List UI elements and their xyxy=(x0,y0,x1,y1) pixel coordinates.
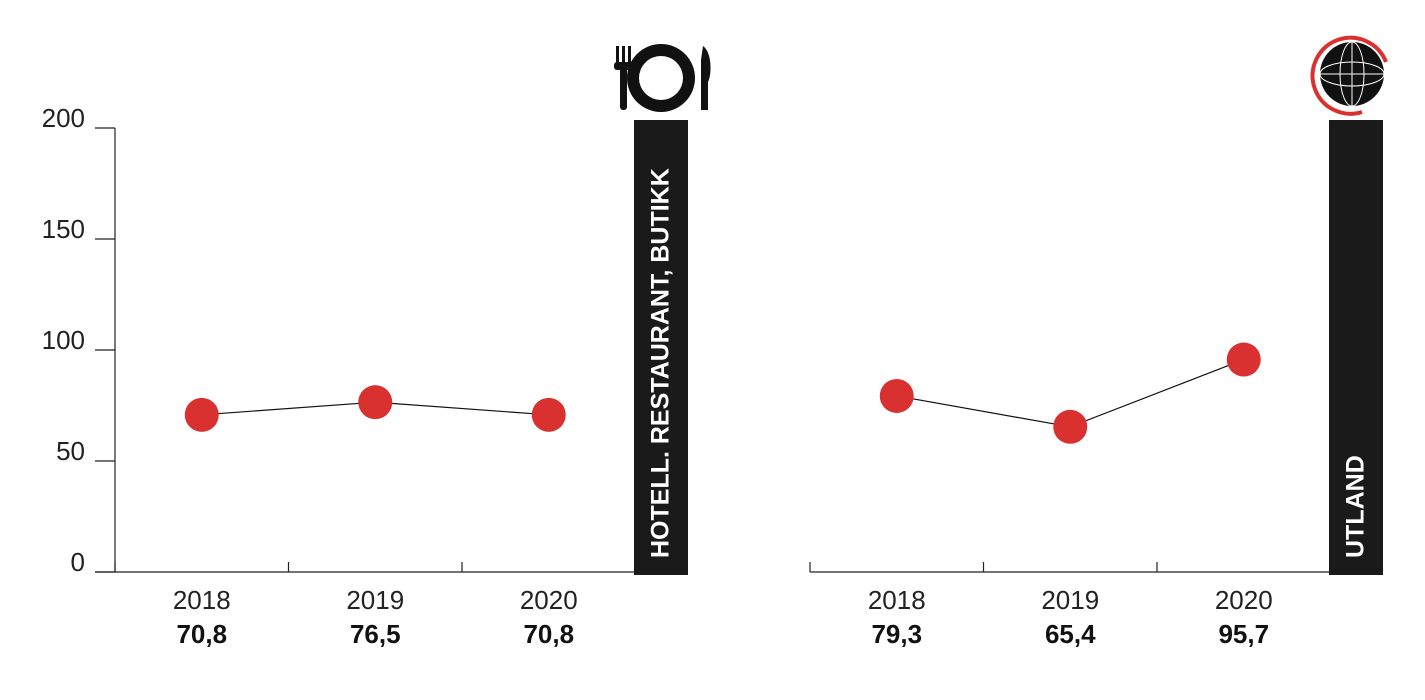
y-tick-label: 200 xyxy=(42,103,85,133)
point xyxy=(879,378,914,413)
value-label: 65,4 xyxy=(1045,619,1096,649)
x-tick-label: 2020 xyxy=(520,585,578,615)
y-tick-label: 0 xyxy=(71,547,85,577)
y-tick-label: 100 xyxy=(42,325,85,355)
value-label: 70,8 xyxy=(523,619,574,649)
point xyxy=(358,385,393,420)
panel-title: UTLAND xyxy=(1342,455,1370,558)
point xyxy=(184,397,219,432)
value-label: 95,7 xyxy=(1218,619,1269,649)
value-label: 76,5 xyxy=(350,619,401,649)
x-tick-label: 2019 xyxy=(1041,585,1099,615)
x-tick-label: 2019 xyxy=(346,585,404,615)
point xyxy=(1226,342,1261,377)
point xyxy=(1053,409,1088,444)
category-band xyxy=(634,120,688,575)
x-tick-label: 2018 xyxy=(173,585,231,615)
value-label: 70,8 xyxy=(176,619,227,649)
panel-title: HOTELL. RESTAURANT, BUTIKK xyxy=(647,168,675,558)
value-label: 79,3 xyxy=(871,619,922,649)
point xyxy=(531,397,566,432)
restaurant-icon xyxy=(614,44,711,112)
y-tick-label: 150 xyxy=(42,214,85,244)
x-tick-label: 2020 xyxy=(1215,585,1273,615)
category-band xyxy=(1329,120,1383,575)
globe-icon xyxy=(1310,35,1388,116)
x-tick-label: 2018 xyxy=(868,585,926,615)
y-tick-label: 50 xyxy=(56,436,85,466)
